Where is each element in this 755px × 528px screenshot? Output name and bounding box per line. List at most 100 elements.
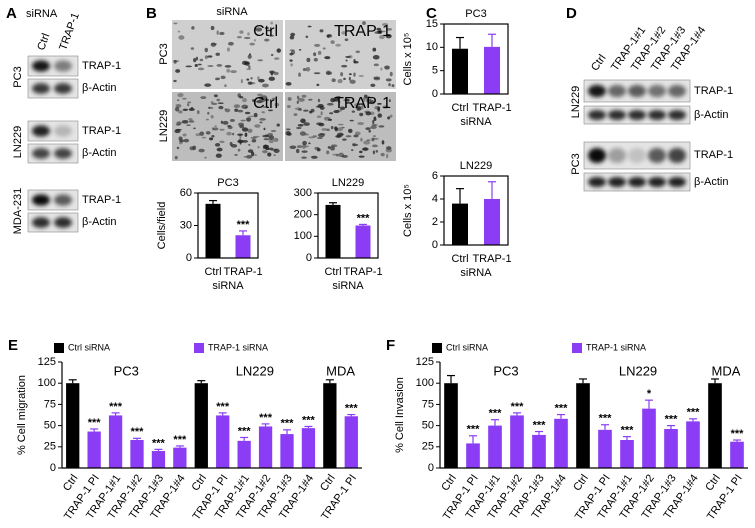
cell-stain [176,146,180,150]
panel-letter: E [8,337,18,354]
cell-stain [253,39,256,42]
cell-stain [381,22,389,27]
y-tick-label: 60 [180,187,192,199]
cell-stain [258,78,265,83]
cell-stain [173,79,177,83]
bar [216,415,230,468]
cell-stain [385,33,392,39]
y-tick-label: 0 [432,239,438,251]
cell-stain [389,114,393,118]
column-label: TRAP-1 [334,95,391,112]
y-tick-label: 15 [426,18,438,30]
significance: *** [216,401,230,413]
cell-stain [229,119,235,122]
cell-stain [216,98,221,102]
blot-band [668,176,686,188]
column-label: Ctrl [253,23,278,40]
bar [576,383,590,468]
cell-stain [242,97,247,103]
band-label: β-Actin [82,147,116,159]
cell-stain [268,76,276,81]
column-label: TRAP-1 [334,23,391,40]
significance: *** [467,424,481,436]
significance: *** [281,418,295,430]
significance: *** [555,402,569,414]
significance: *** [345,402,359,414]
cell-stain [384,65,390,70]
band-label: β-Actin [82,82,116,94]
cell-stain [227,125,233,130]
significance: *** [238,425,252,437]
cell-stain [335,43,341,47]
bar [554,418,568,468]
blot-band [608,84,626,98]
cell-stain [337,123,344,126]
bar [151,451,166,468]
cell-stain [198,148,205,153]
cell-stain [259,121,263,124]
cell-stain [330,146,335,151]
significance: *** [621,425,635,437]
bar [130,440,144,468]
cell-stain [380,67,383,71]
plot-frame [443,23,509,95]
cell-stain [199,131,205,136]
x-tick-label: Ctrl [318,473,338,494]
group-label: PC3 [493,363,518,378]
cell-stain [239,125,245,129]
cell-stain [287,97,292,101]
cell-stain [217,102,224,105]
cell-stain [372,135,376,138]
blot-band [32,125,50,137]
bar [444,383,458,468]
cell-stain [296,148,300,154]
blot-band [628,176,646,188]
cell-stain [236,35,242,39]
blot-band [628,109,646,121]
y-tick-label: 125 [416,356,434,368]
cell-stain [257,146,260,149]
cell-stain [377,106,381,111]
cell-stain [213,94,218,98]
cell-stain [361,104,365,107]
cell-stain [306,57,311,63]
cell-stain [239,30,244,34]
cell-stain [239,140,242,145]
cell-stain [267,132,274,137]
cell-line-label: PC3 [12,66,24,87]
bar [686,421,700,468]
cell-stain [337,100,341,103]
cell-stain [345,59,348,62]
cell-stain [204,83,212,87]
blot-band [628,84,646,98]
cell-stain [289,35,295,40]
blot-band [648,147,666,164]
cell-stain [274,57,280,60]
cell-stain [259,117,266,121]
x-tick-label: TRAP-1 [472,102,511,114]
significance: *** [302,414,316,426]
y-tick-label: 25 [44,441,56,453]
cell-stain [247,149,254,153]
cell-stain [266,29,272,32]
cell-stain [251,99,256,102]
cell-stain [391,84,395,88]
cell-stain [309,110,313,114]
cell-stain [389,71,393,77]
cell-stain [378,125,385,128]
cell-stain [183,138,190,143]
bar [173,447,187,468]
y-tick-label: 200 [294,209,312,221]
cell-stain [339,106,346,110]
group-label: MDA [712,363,741,378]
cell-stain [332,153,339,156]
blot-band [648,109,666,121]
bar [664,428,678,468]
y-tick-label: 0 [432,88,438,100]
cell-stain [250,136,257,139]
cell-stain [195,56,199,61]
legend-label: Ctrl siRNA [68,342,110,352]
x-tick-label: Ctrl [189,473,209,494]
bar [708,383,722,468]
